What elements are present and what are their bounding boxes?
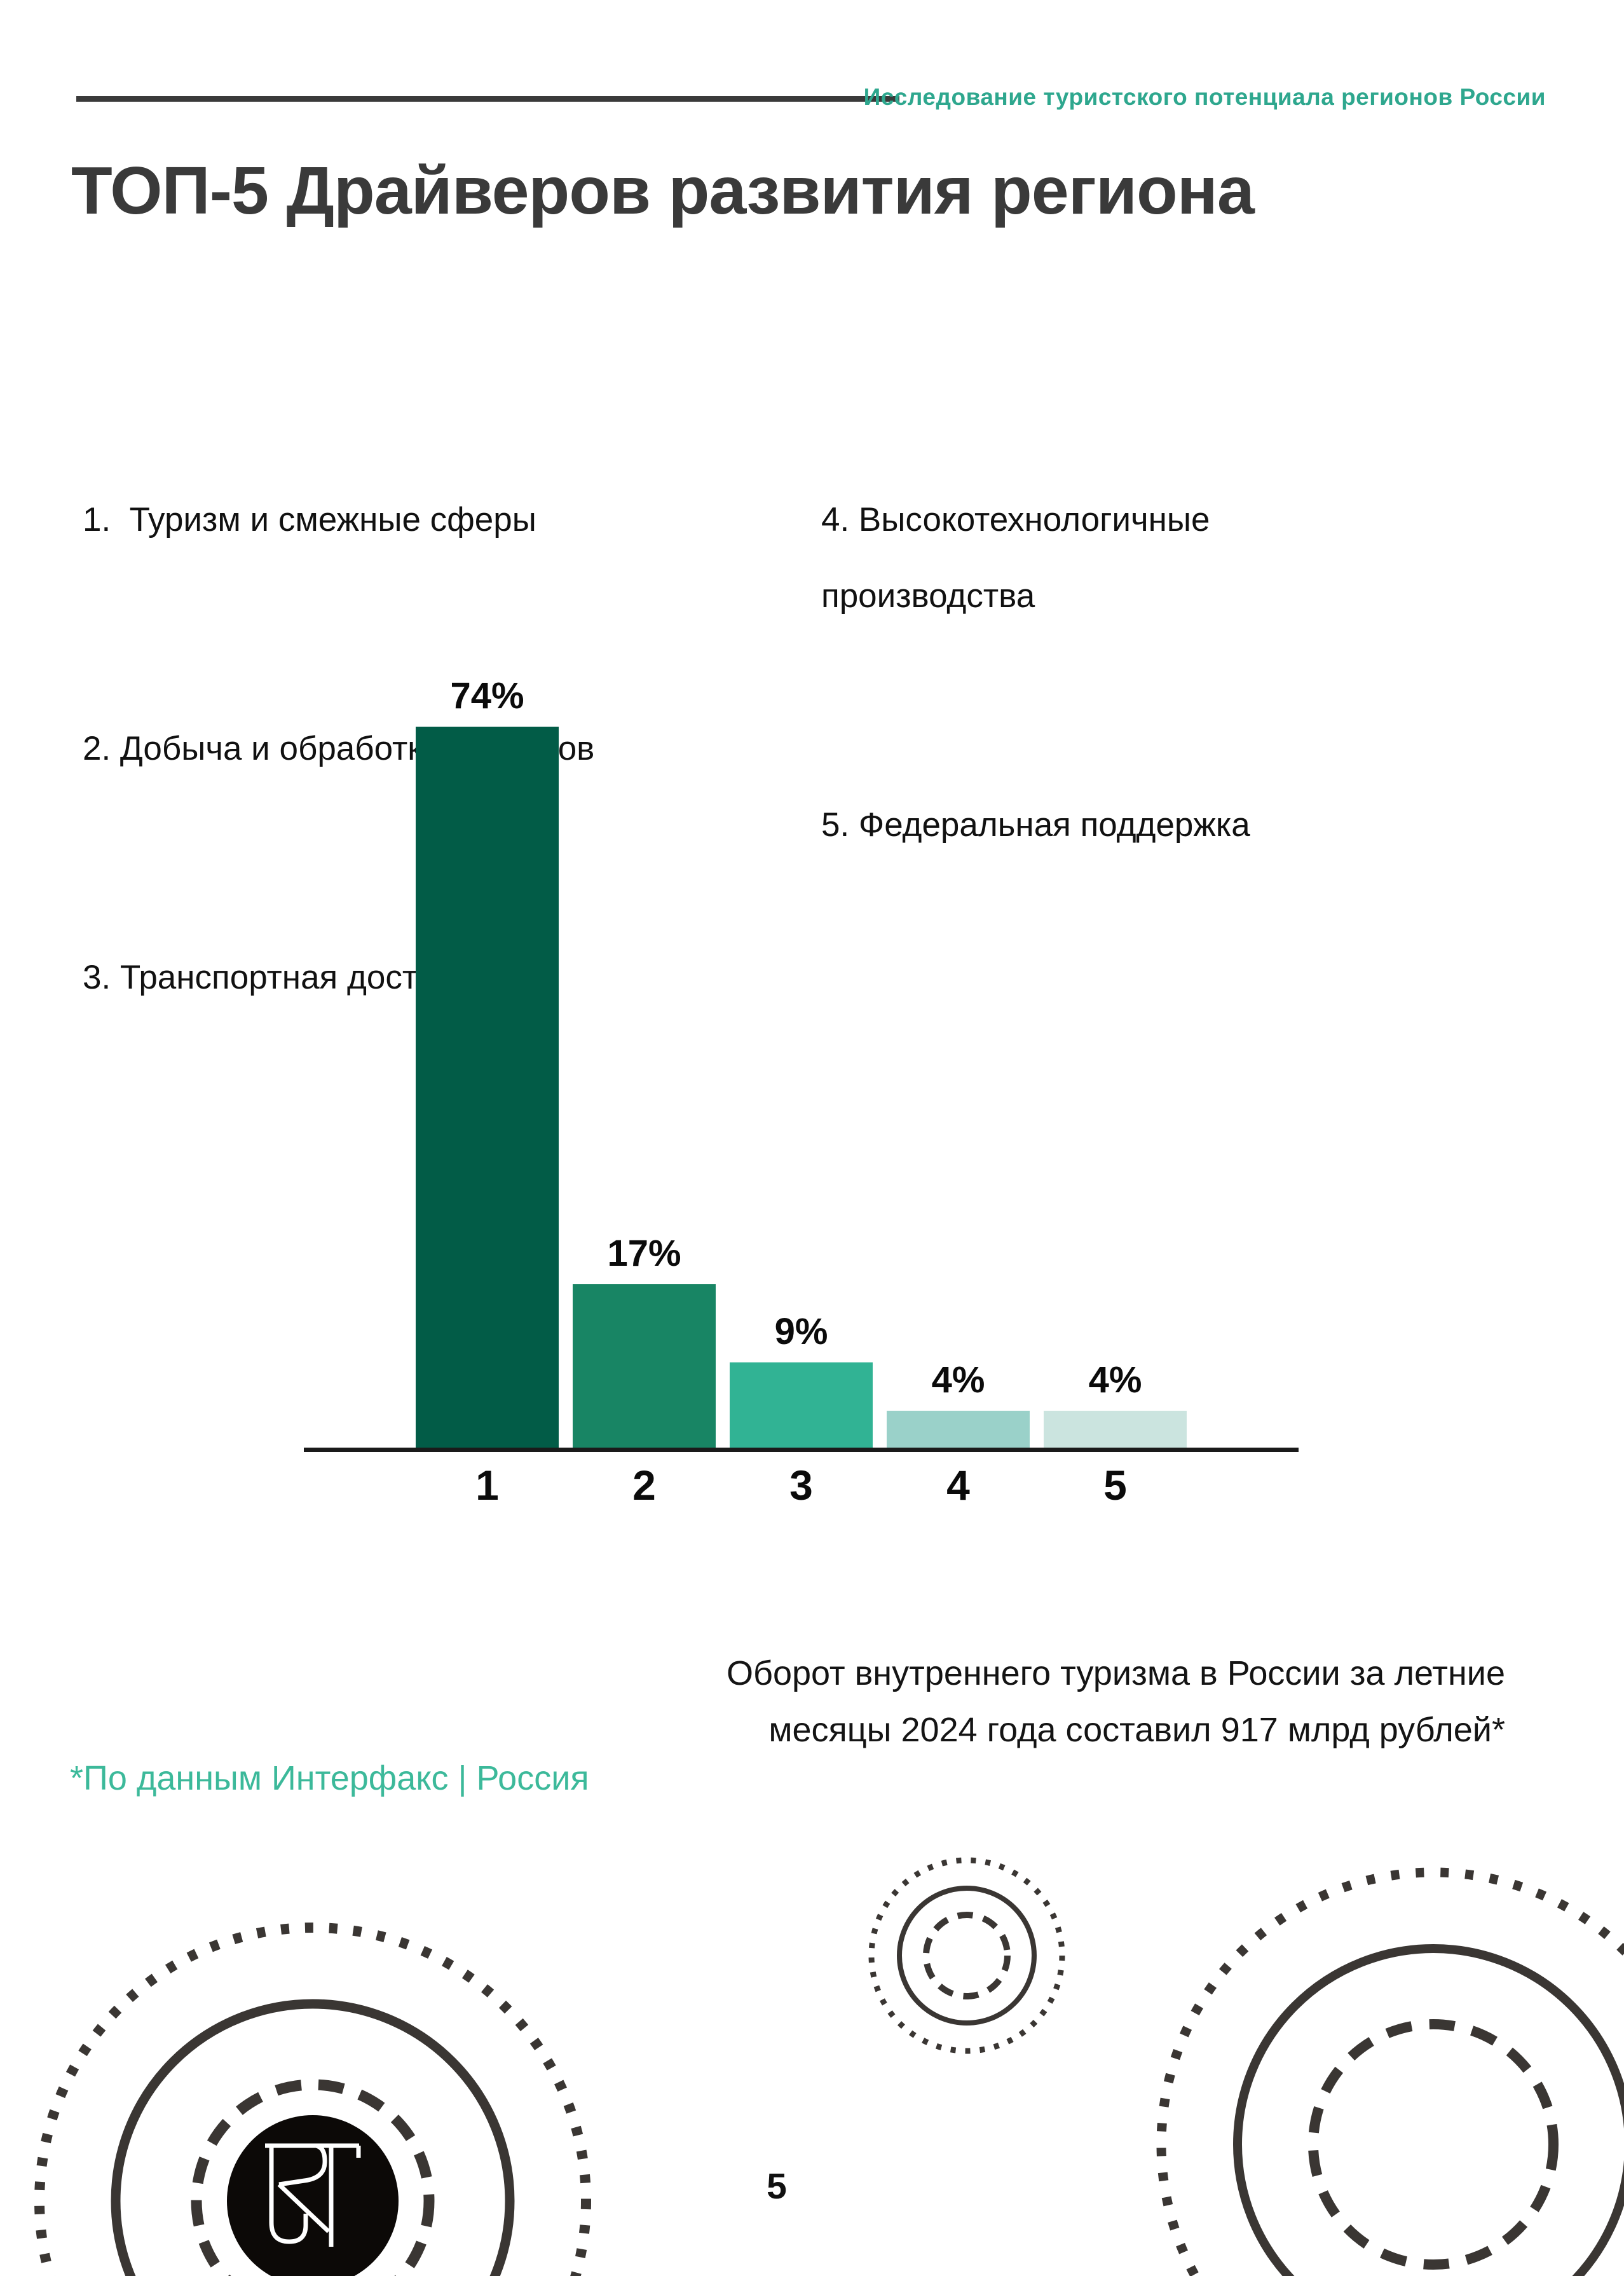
bar-rect — [730, 1362, 873, 1450]
header-caption: Исследование туристского потенциала реги… — [863, 84, 1546, 110]
bar-rect — [416, 727, 559, 1450]
bar-rect — [887, 1411, 1030, 1450]
header-divider-line — [76, 96, 899, 102]
category-label: 2 — [632, 1462, 656, 1509]
list-item: 1. Туризм и смежные сферы — [83, 501, 536, 538]
statement-line-1: Оборот внутреннего туризма в России за л… — [727, 1654, 1505, 1692]
bar-rect — [1044, 1411, 1187, 1450]
bar-value-label: 4% — [1088, 1359, 1142, 1401]
category-label: 1 — [475, 1462, 499, 1509]
category-label: 3 — [789, 1462, 813, 1509]
category-label: 4 — [946, 1462, 970, 1509]
list-item: 4. Высокотехнологичные производства — [821, 501, 1220, 615]
decorative-circles-right — [1156, 1867, 1624, 2276]
bar: 9% — [730, 1311, 873, 1450]
bar: 74% — [416, 675, 559, 1450]
source-footnote: *По данным Интерфакс | Россия — [70, 1759, 589, 1797]
rt-monogram-icon — [265, 2143, 361, 2247]
category-label: 5 — [1103, 1462, 1127, 1509]
logo-circle — [227, 2115, 399, 2276]
x-axis-line — [304, 1448, 1299, 1452]
x-axis-categories: 1 2 3 4 5 — [416, 1461, 1187, 1509]
drivers-list-left: 1. Туризм и смежные сферы 2. Добыча и об… — [83, 329, 814, 1169]
page-title: ТОП-5 Драйверов развития региона — [71, 153, 1255, 228]
bar: 4% — [1044, 1359, 1187, 1450]
list-item: 2. Добыча и обработка ресурсов — [83, 730, 595, 767]
bar-rect — [573, 1284, 716, 1450]
bar-value-label: 9% — [774, 1311, 828, 1352]
statement-line-2: месяцы 2024 года составил 917 млрд рубле… — [768, 1711, 1505, 1749]
bar-value-label: 4% — [931, 1359, 985, 1401]
decorative-circles-left — [34, 1923, 591, 2276]
list-item: 5. Федеральная поддержка — [821, 806, 1250, 844]
decorative-circles-middle — [868, 1857, 1065, 2054]
bar-value-label: 17% — [607, 1233, 681, 1274]
statement-text: Оборот внутреннего туризма в России за л… — [727, 1645, 1505, 1758]
drivers-list-right: 4. Высокотехнологичные производства 5. Ф… — [821, 329, 1266, 1016]
bar-chart: 74% 17% 9% 4% 4% — [416, 675, 1187, 1450]
bar: 4% — [887, 1359, 1030, 1450]
bar: 17% — [573, 1233, 716, 1450]
bar-value-label: 74% — [450, 675, 524, 716]
page-number: 5 — [767, 2166, 787, 2207]
